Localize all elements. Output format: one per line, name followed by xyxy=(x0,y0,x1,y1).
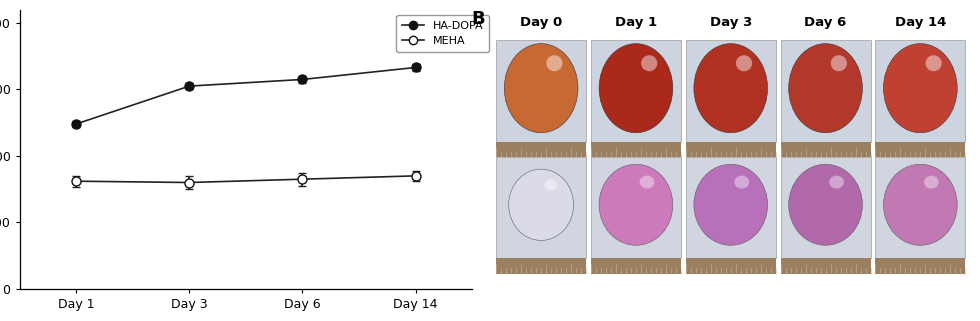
Ellipse shape xyxy=(599,44,673,133)
Bar xyxy=(591,157,681,258)
Ellipse shape xyxy=(831,55,847,71)
Text: B: B xyxy=(471,10,485,28)
Ellipse shape xyxy=(884,44,957,133)
Ellipse shape xyxy=(829,176,844,188)
Ellipse shape xyxy=(640,176,655,188)
Bar xyxy=(875,40,965,142)
Bar xyxy=(591,40,681,142)
Bar xyxy=(781,40,870,142)
Bar xyxy=(686,258,776,273)
Legend: HA-DOPA, MEHA: HA-DOPA, MEHA xyxy=(396,15,489,52)
Ellipse shape xyxy=(789,44,862,133)
Bar xyxy=(496,157,586,258)
Ellipse shape xyxy=(694,164,767,245)
Text: Day 3: Day 3 xyxy=(710,16,752,29)
Bar xyxy=(591,258,681,273)
Ellipse shape xyxy=(924,176,939,188)
Bar xyxy=(496,142,586,157)
Bar xyxy=(875,157,965,258)
Ellipse shape xyxy=(641,55,658,71)
Bar xyxy=(781,157,870,258)
Bar xyxy=(591,142,681,157)
Ellipse shape xyxy=(505,44,578,133)
Bar xyxy=(496,40,586,142)
Ellipse shape xyxy=(546,55,563,71)
Bar xyxy=(875,258,965,273)
Text: Day 14: Day 14 xyxy=(895,16,946,29)
Text: Day 0: Day 0 xyxy=(520,16,563,29)
Ellipse shape xyxy=(884,164,957,245)
Text: Day 6: Day 6 xyxy=(805,16,847,29)
Bar xyxy=(496,258,586,273)
Text: Day 1: Day 1 xyxy=(614,16,657,29)
Ellipse shape xyxy=(544,179,558,191)
Bar xyxy=(781,258,870,273)
Bar xyxy=(686,142,776,157)
Bar xyxy=(875,142,965,157)
Ellipse shape xyxy=(694,44,767,133)
Ellipse shape xyxy=(734,176,749,188)
Ellipse shape xyxy=(509,169,573,240)
Ellipse shape xyxy=(599,164,673,245)
Bar xyxy=(686,157,776,258)
Ellipse shape xyxy=(789,164,862,245)
Ellipse shape xyxy=(736,55,752,71)
Bar xyxy=(781,142,870,157)
Ellipse shape xyxy=(925,55,942,71)
Bar xyxy=(686,40,776,142)
